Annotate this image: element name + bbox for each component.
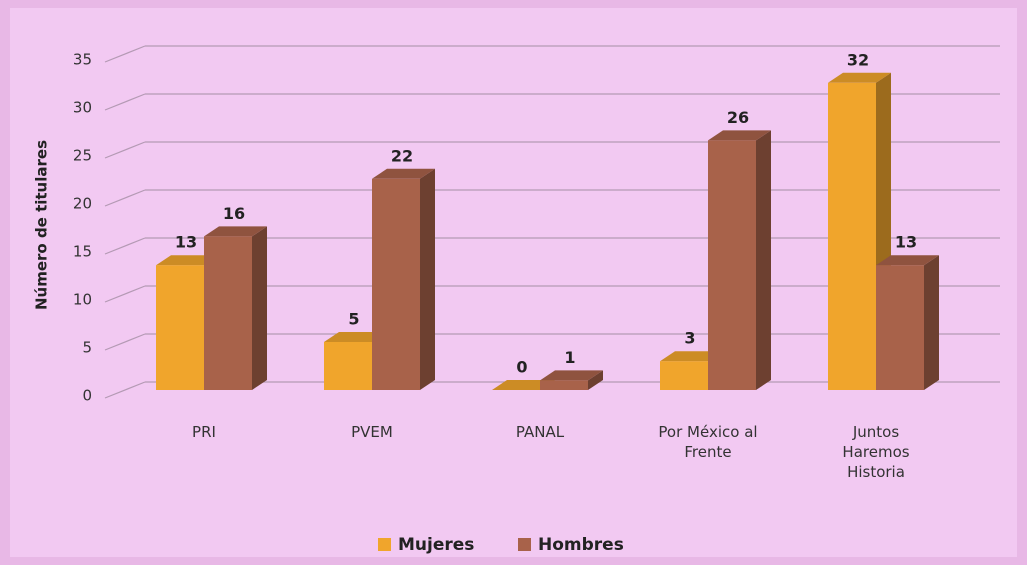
bar-top xyxy=(708,130,771,141)
y-tick-label: 5 xyxy=(82,339,92,357)
x-tick-label: PANAL xyxy=(515,423,565,441)
y-tick-label: 30 xyxy=(73,99,92,117)
value-label: 13 xyxy=(895,233,917,252)
value-label: 3 xyxy=(684,329,695,348)
y-axis-label: Número de titulares xyxy=(33,140,51,310)
grid-line-depth xyxy=(104,93,146,111)
bar-top xyxy=(156,255,219,266)
grid-line-depth xyxy=(104,189,146,207)
bar xyxy=(876,265,924,390)
value-label: 5 xyxy=(348,310,359,329)
bar-side xyxy=(420,168,435,390)
bar-top xyxy=(372,168,435,179)
legend-swatch xyxy=(518,538,531,551)
y-tick-label: 10 xyxy=(73,291,92,309)
bar-top xyxy=(324,332,387,342)
value-label: 22 xyxy=(391,146,413,165)
bar xyxy=(372,178,420,390)
y-tick-label: 0 xyxy=(82,387,92,405)
y-tick-label: 15 xyxy=(73,243,92,261)
y-tick-label: 20 xyxy=(73,195,92,213)
grid-line-depth xyxy=(104,237,146,255)
grid-line-depth xyxy=(104,333,146,351)
grid-line-depth xyxy=(104,381,146,399)
bar-top xyxy=(828,72,891,83)
grid-line-depth xyxy=(104,141,146,159)
y-tick-label: 35 xyxy=(73,51,92,69)
bar xyxy=(660,361,708,390)
bar xyxy=(540,380,588,390)
x-tick-label: Por México al Frente xyxy=(658,423,758,461)
value-label: 26 xyxy=(727,108,749,127)
bar xyxy=(204,236,252,390)
bar-side xyxy=(588,370,603,390)
bar-top xyxy=(540,370,603,381)
bar xyxy=(324,342,372,390)
bar-side xyxy=(924,255,939,390)
grid-line-depth xyxy=(104,285,146,303)
bar xyxy=(828,82,876,391)
x-tick-label: Juntos Haremos Historia xyxy=(842,423,910,481)
legend-label: Mujeres xyxy=(398,535,474,555)
grid-line-depth xyxy=(104,45,146,63)
x-tick-label: PVEM xyxy=(351,423,393,441)
bar-top xyxy=(876,255,939,266)
bar-top xyxy=(204,226,267,237)
value-label: 16 xyxy=(223,204,245,223)
value-label: 13 xyxy=(175,233,197,252)
legend-swatch xyxy=(378,538,391,551)
bar xyxy=(156,265,204,390)
legend-label: Hombres xyxy=(538,535,624,555)
x-tick-label: PRI xyxy=(192,423,216,441)
value-label: 1 xyxy=(564,348,575,367)
value-label: 32 xyxy=(847,50,869,69)
bar-top xyxy=(492,380,555,390)
y-tick-label: 25 xyxy=(73,147,92,165)
bar-side xyxy=(756,130,771,390)
bar xyxy=(708,140,756,390)
bar-top xyxy=(660,351,723,362)
value-label: 0 xyxy=(516,358,527,377)
bar-side xyxy=(252,226,267,390)
